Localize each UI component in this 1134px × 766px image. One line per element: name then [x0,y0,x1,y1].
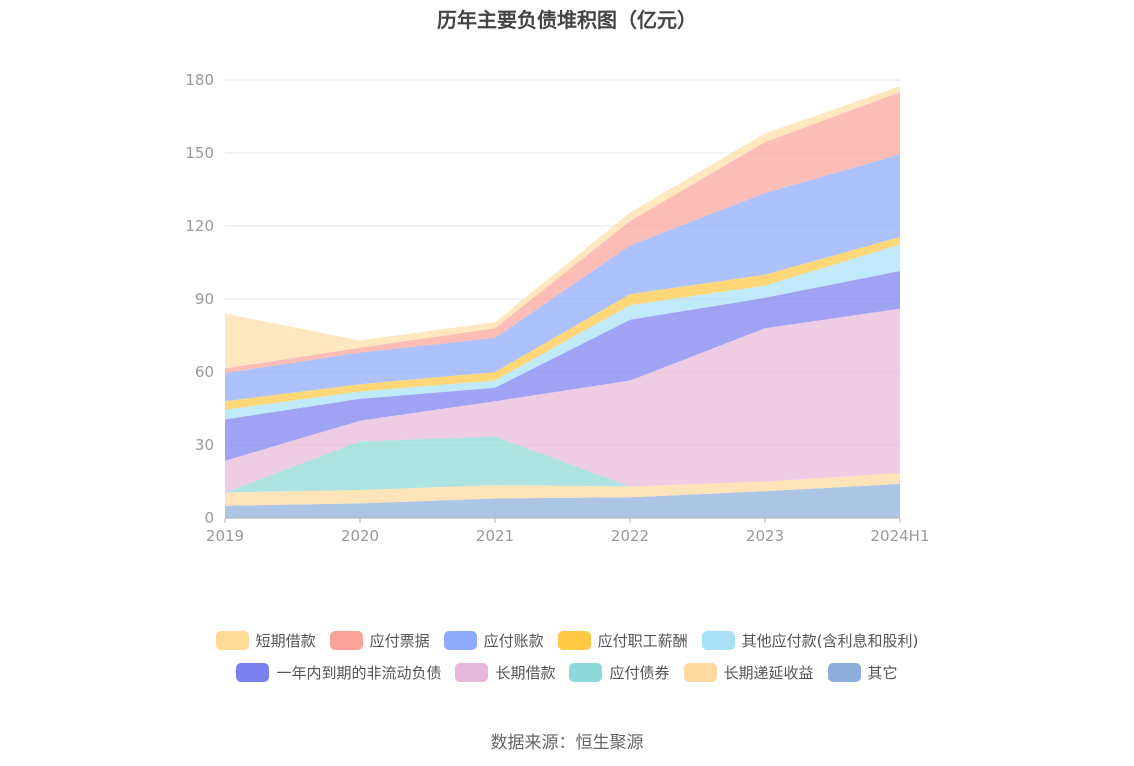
legend-item[interactable]: 短期借款 [215,630,316,651]
area-应付账款 [225,154,900,402]
legend-item[interactable]: 长期借款 [455,662,555,683]
area-长期递延收益 [225,473,900,506]
y-tick-label: 120 [185,217,214,235]
x-tick-label: 2020 [341,527,379,545]
legend-item[interactable]: 一年内到期的非流动负债 [236,662,441,683]
legend-item[interactable]: 其它 [827,662,898,683]
y-tick-label: 0 [204,509,214,527]
source-note: 数据来源：恒生聚源 [490,733,644,753]
y-tick-label: 60 [195,363,214,381]
legend-item[interactable]: 其他应付款(含利息和股利) [701,630,919,651]
y-tick-label: 180 [185,71,214,89]
legend-swatch [557,631,591,650]
stacked-area-chart: 0 30 60 90 120 150 180 2019 2020 2021 2022 2023 2024… [185,71,929,545]
legend-label: 应付债券 [609,664,670,682]
legend-item[interactable]: 应付账款 [443,630,544,651]
axes: 0 30 60 90 120 150 180 2019 2020 2021 2022 2023 2024… [185,71,929,545]
legend-row: 短期借款 应付票据 应付账款 应付职工薪酬 其他应付款(含利息和股利) [0,630,1134,651]
y-tick-label: 30 [195,436,214,454]
area-长期借款 [225,308,900,493]
y-tick-label: 150 [185,144,214,162]
chart-title: 历年主要负债堆积图（亿元） [437,8,697,32]
area-应付职工薪酬 [225,236,900,410]
legend-swatch [443,631,477,650]
legend-item[interactable]: 应付职工薪酬 [557,630,688,651]
legend-label: 其它 [867,664,898,682]
legend-label: 应付票据 [369,632,430,650]
legend-row: 一年内到期的非流动负债 长期借款 应付债券 长期递延收益 其它 [0,662,1134,683]
legend-item[interactable]: 长期递延收益 [683,662,814,683]
x-tick-label: 2022 [611,527,649,545]
legend-label: 应付账款 [483,632,544,650]
legend-label: 长期借款 [495,664,556,682]
legend-label: 应付职工薪酬 [597,632,688,650]
x-tick-label: 2021 [476,527,514,545]
legend-label: 短期借款 [255,632,316,650]
legend-item[interactable]: 应付债券 [569,662,670,683]
legend: 短期借款 应付票据 应付账款 应付职工薪酬 其他应付款(含利息和股利) 一年内到期的非流… [0,630,1134,694]
y-tick-label: 90 [195,290,214,308]
area-其他应付款(含利息和股利) [225,244,900,420]
area-应付票据 [225,92,900,374]
legend-swatch [455,663,489,682]
x-tick-label: 2023 [746,527,784,545]
area-其它 [225,483,900,518]
legend-label: 长期递延收益 [723,664,814,682]
legend-swatch [329,631,363,650]
legend-swatch [236,663,270,682]
legend-swatch [827,663,861,682]
legend-label: 其他应付款(含利息和股利) [741,632,919,650]
area-短期借款 [225,86,900,369]
legend-item[interactable]: 应付票据 [329,630,430,651]
legend-swatch [701,631,735,650]
area-应付债券 [225,436,900,493]
area-series [225,86,900,518]
area-一年内到期的非流动负债 [225,271,900,461]
legend-label: 一年内到期的非流动负债 [276,664,442,682]
legend-swatch [683,663,717,682]
legend-swatch [215,631,249,650]
x-tick-label: 2019 [206,527,244,545]
x-tick-label: 2024H1 [871,527,930,545]
legend-swatch [569,663,603,682]
